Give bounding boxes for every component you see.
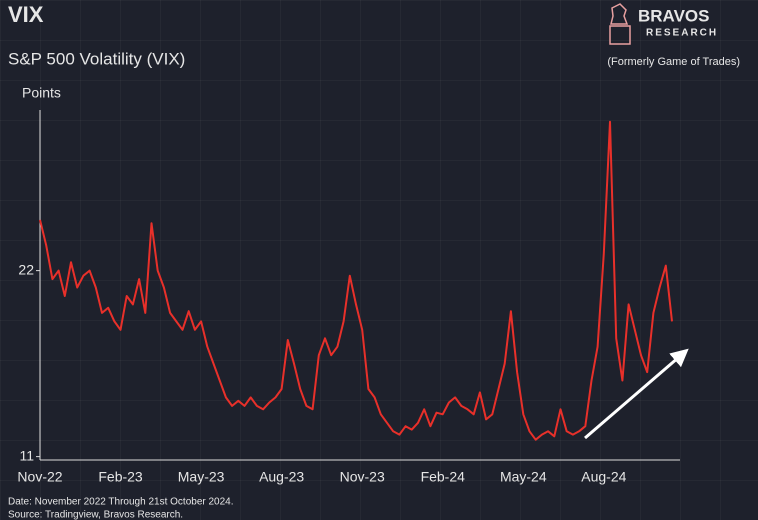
footnote: Source: Tradingview, Bravos Research. [8,510,183,520]
x-tick-label: Feb-23 [98,469,143,485]
chart-title: VIX [8,2,44,27]
x-tick-label: Nov-22 [17,469,62,485]
x-tick-label: Nov-23 [340,469,385,485]
x-tick-label: Feb-24 [421,469,466,485]
brand-sub: RESEARCH [646,28,718,39]
x-tick-label: May-24 [500,469,547,485]
chart-subtitle: S&P 500 Volatility (VIX) [8,49,185,68]
y-axis-label: Points [22,85,61,101]
x-tick-label: Aug-23 [259,469,304,485]
line-series [39,120,673,441]
trend-arrow [584,348,689,440]
logo-base [609,25,631,45]
y-tick-label: 11 [19,447,34,463]
logo-icon [610,3,629,25]
logo: BRAVOS RESEARCH [609,3,718,45]
x-tick-label: Aug-24 [581,469,626,485]
y-tick-label: 22 [18,261,34,277]
x-tick-label: May-23 [178,469,225,485]
brand: BRAVOS [638,6,709,25]
brand-note: (Formerly Game of Trades) [607,56,740,68]
footnote: Date: November 2022 Through 21st October… [8,497,234,508]
